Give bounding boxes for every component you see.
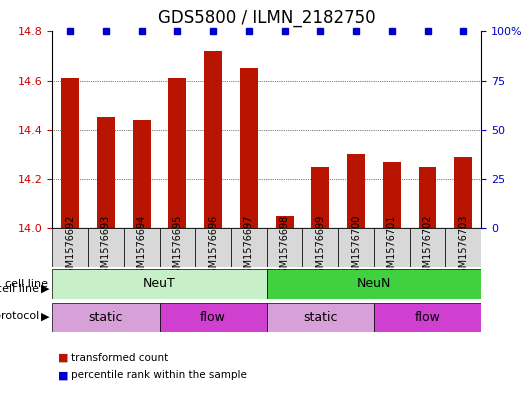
Bar [276, 216, 293, 228]
Text: static: static [89, 311, 123, 324]
FancyBboxPatch shape [446, 228, 481, 267]
FancyBboxPatch shape [195, 228, 231, 267]
FancyBboxPatch shape [160, 228, 195, 267]
Text: ■: ■ [58, 353, 68, 363]
Bar [383, 162, 401, 228]
Text: GSM1576697: GSM1576697 [244, 215, 254, 280]
FancyBboxPatch shape [302, 228, 338, 267]
FancyBboxPatch shape [267, 269, 481, 299]
FancyBboxPatch shape [267, 303, 374, 332]
Text: GSM1576694: GSM1576694 [137, 215, 146, 280]
Text: flow: flow [415, 311, 440, 324]
FancyBboxPatch shape [52, 228, 88, 267]
Text: percentile rank within the sample: percentile rank within the sample [71, 370, 246, 380]
Text: GSM1576700: GSM1576700 [351, 215, 361, 280]
Text: protocol: protocol [0, 311, 39, 321]
Text: ■: ■ [58, 370, 68, 380]
Bar [240, 68, 258, 228]
Text: GSM1576703: GSM1576703 [458, 215, 468, 280]
Text: GSM1576698: GSM1576698 [280, 215, 290, 280]
Bar [168, 78, 186, 228]
Text: GSM1576692: GSM1576692 [65, 215, 75, 280]
Text: NeuN: NeuN [357, 277, 391, 290]
Bar [97, 118, 115, 228]
Title: GDS5800 / ILMN_2182750: GDS5800 / ILMN_2182750 [158, 9, 376, 28]
Text: GSM1576699: GSM1576699 [315, 215, 325, 280]
Text: cell line: cell line [0, 284, 39, 294]
Text: static: static [303, 311, 337, 324]
Bar [61, 78, 79, 228]
FancyBboxPatch shape [338, 228, 374, 267]
Text: GSM1576701: GSM1576701 [387, 215, 397, 280]
Text: GSM1576695: GSM1576695 [173, 215, 183, 280]
Text: GSM1576696: GSM1576696 [208, 215, 218, 280]
Bar [418, 167, 437, 228]
Bar [347, 154, 365, 228]
Bar [204, 51, 222, 228]
FancyBboxPatch shape [374, 303, 481, 332]
Text: flow: flow [200, 311, 226, 324]
Text: GSM1576702: GSM1576702 [423, 215, 433, 280]
FancyBboxPatch shape [52, 303, 160, 332]
FancyBboxPatch shape [124, 228, 160, 267]
FancyBboxPatch shape [88, 228, 124, 267]
FancyBboxPatch shape [52, 269, 267, 299]
FancyBboxPatch shape [410, 228, 446, 267]
Bar [454, 157, 472, 228]
Bar [133, 120, 151, 228]
Text: cell line: cell line [5, 279, 48, 289]
Bar [311, 167, 329, 228]
FancyBboxPatch shape [160, 303, 267, 332]
Text: ▶: ▶ [41, 311, 49, 321]
FancyBboxPatch shape [231, 228, 267, 267]
FancyBboxPatch shape [374, 228, 410, 267]
Text: ▶: ▶ [41, 284, 49, 294]
FancyBboxPatch shape [267, 228, 302, 267]
Text: NeuT: NeuT [143, 277, 176, 290]
Text: transformed count: transformed count [71, 353, 168, 363]
Text: GSM1576693: GSM1576693 [101, 215, 111, 280]
